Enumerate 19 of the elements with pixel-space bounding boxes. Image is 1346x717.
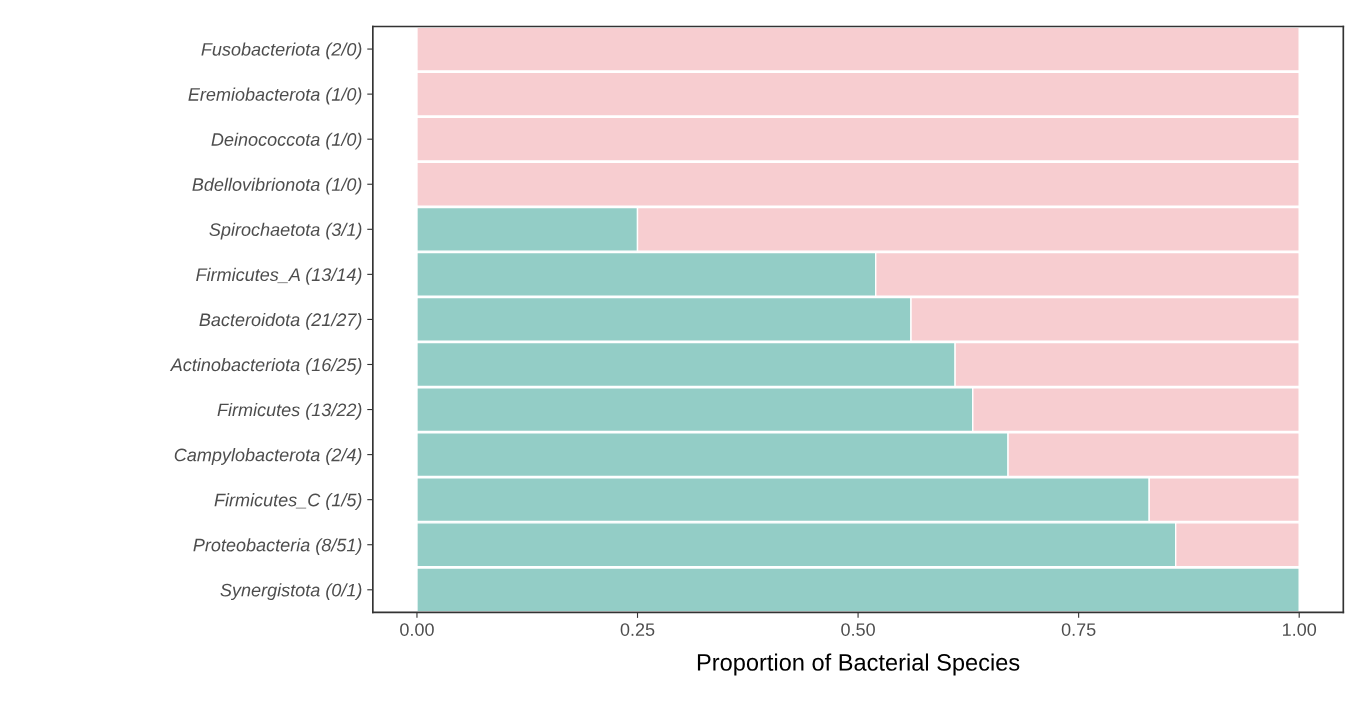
y-tick-label: Deinococcota (1/0) <box>211 132 362 150</box>
x-tick-label: 0.25 <box>620 623 655 636</box>
x-tick-label: 0.50 <box>841 623 875 636</box>
y-tick-label: Firmicutes (13/22) <box>217 403 362 420</box>
y-tick-label: Firmicutes_C (1/5) <box>214 493 362 510</box>
x-axis-title: Proportion of Bacterial Species <box>697 653 1020 676</box>
y-tick-label: Fusobacteriota (2/0) <box>201 42 362 60</box>
x-tick-label: 0.00 <box>400 623 434 636</box>
y-tick-label: Actinobacteriota (16/25) <box>169 357 362 375</box>
x-tick-label: 1.00 <box>1283 623 1317 636</box>
y-tick-label: Synergistota (0/1) <box>220 583 362 601</box>
y-tick-label: Bdellovibrionota (1/0) <box>192 177 362 195</box>
x-tick-label: 0.75 <box>1061 623 1096 636</box>
y-tick-label: Campylobacterota (2/4) <box>174 448 362 465</box>
y-tick-label: Proteobacteria (8/51) <box>193 538 362 556</box>
y-tick-label: Bacteroidota (21/27) <box>199 312 362 330</box>
y-tick-label: Firmicutes_A (13/14) <box>196 267 362 285</box>
y-tick-label: Spirochaetota (3/1) <box>209 222 362 240</box>
y-tick-label: Eremiobacterota (1/0) <box>188 87 362 105</box>
